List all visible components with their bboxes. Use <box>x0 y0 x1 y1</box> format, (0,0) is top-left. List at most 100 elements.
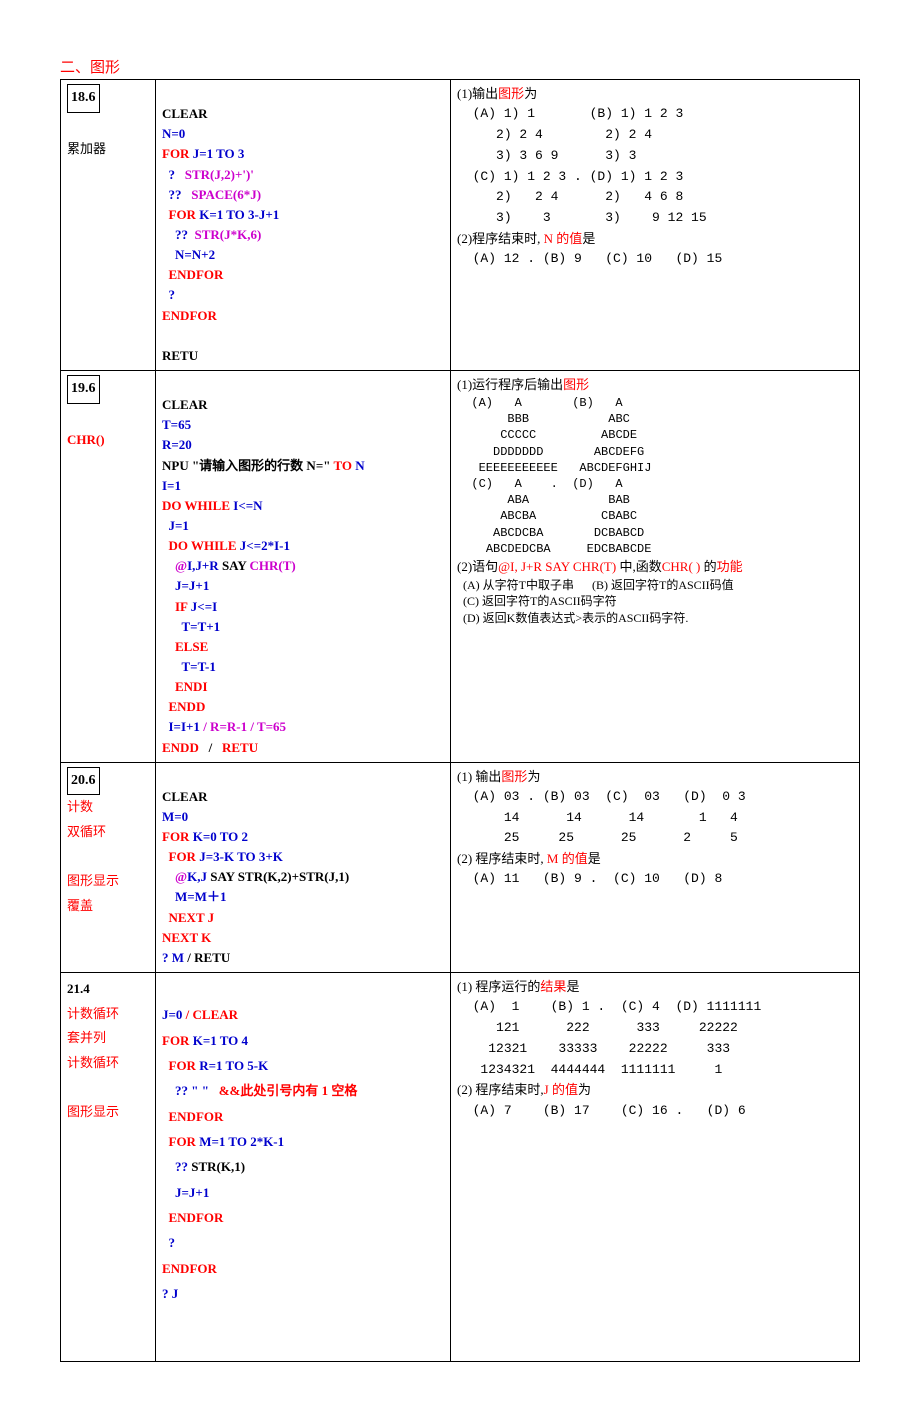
code-line: / <box>184 950 194 965</box>
code-line: K,J <box>187 869 210 884</box>
code-line: M=0 <box>162 809 188 824</box>
code-kw: TO <box>330 458 352 473</box>
label: 套并列 <box>67 1030 106 1045</box>
q2-red: 功能 <box>717 559 743 574</box>
q1-label: (1)输出 <box>457 86 498 101</box>
cell-21.4-left: 21.4 计数循环 套并列 计数循环 图形显示 <box>61 973 156 1362</box>
cell-18.6-answers: (1)输出图形为 (A) 1) 1 (B) 1) 1 2 3 2) 2 4 2)… <box>451 80 860 371</box>
q2-label: (2) 程序结束时, <box>457 851 547 866</box>
code-line: I=1 <box>162 478 181 493</box>
code-fn: CHR(T) <box>250 558 296 573</box>
label: 累加器 <box>67 141 106 156</box>
code-kw: DO WHILE <box>162 498 230 513</box>
code-line: ?? <box>162 227 195 242</box>
code-fn: SPACE(6*J) <box>191 187 261 202</box>
code-kw: ENDFOR <box>162 1109 223 1124</box>
code-line: M=1 TO 2*K-1 <box>196 1134 284 1149</box>
code-line: CLEAR <box>162 789 208 804</box>
label: 图形显示 <box>67 1104 119 1119</box>
q1-red: 图形 <box>501 769 527 784</box>
label: 双循环 <box>67 824 106 839</box>
code-line: CLEAR <box>162 106 208 121</box>
code-line: RETU <box>162 348 198 363</box>
q2-options: (A) 从字符T中取子串 (B) 返回字符T的ASCII码值 (C) 返回字符T… <box>457 577 853 626</box>
q1-suffix: 是 <box>566 979 579 994</box>
label: 图形显示 <box>67 873 119 888</box>
code-fn: @ <box>162 558 187 573</box>
code-kw: NEXT K <box>162 930 211 945</box>
code-kw: ENDFOR <box>162 1210 223 1225</box>
code-line: SAY STR(K,2)+STR(J,1) <box>210 869 349 884</box>
code-kw: IF <box>162 599 188 614</box>
q2-red: N 的值 <box>544 231 583 246</box>
code-line: J=0 <box>162 1007 186 1022</box>
label-chr: CHR() <box>67 432 105 447</box>
code-kw: ENDD <box>162 740 199 755</box>
code-line: ? J <box>162 1286 178 1301</box>
problems-table: 18.6 累加器 CLEAR N=0 FOR J=1 TO 3 ? STR(J,… <box>60 79 860 1362</box>
cell-19.6-left: 19.6 CHR() <box>61 370 156 762</box>
code-line: NPU <box>162 458 192 473</box>
q2-suffix: 是 <box>588 851 601 866</box>
q2-code2: CHR( ) <box>662 559 701 574</box>
code-line: M=M＋1 <box>162 889 226 904</box>
q1-suffix: 为 <box>527 769 540 784</box>
q1-red: 结果 <box>540 979 566 994</box>
code-line: ? <box>162 287 175 302</box>
q1-options: (A) 1) 1 (B) 1) 1 2 3 2) 2 4 2) 2 4 3) 3… <box>457 104 853 229</box>
cell-19.6-answers: (1)运行程序后输出图形 (A) A (B) A BBB ABC CCCCC A… <box>451 370 860 762</box>
code-kw: CLEAR <box>193 1007 239 1022</box>
q1-red: 图形 <box>563 377 589 392</box>
code-fn: @ <box>162 869 187 884</box>
code-line: J<=I <box>188 599 218 614</box>
code-line: I=I+1 <box>162 719 203 734</box>
q2-mid: 中,函数 <box>616 559 662 574</box>
q2-options: (A) 12 . (B) 9 (C) 10 (D) 15 <box>457 249 853 270</box>
code-line: ?? <box>162 1159 191 1174</box>
q1-suffix: 为 <box>524 86 537 101</box>
code-line: ?? " " <box>162 1083 219 1098</box>
code-line: I<=N <box>230 498 263 513</box>
code-line: ?? <box>162 187 191 202</box>
code-kw: FOR <box>162 1033 189 1048</box>
code-line: T=T+1 <box>162 619 220 634</box>
code-kw: ENDI <box>162 679 208 694</box>
code-kw: ENDFOR <box>162 267 223 282</box>
code-line: SAY <box>222 558 250 573</box>
code-kw: FOR <box>162 829 189 844</box>
code-line: ? <box>162 1235 175 1250</box>
code-kw: FOR <box>162 1134 196 1149</box>
code-line: J=1 TO 3 <box>189 146 244 161</box>
label: 计数循环 <box>67 1006 119 1021</box>
code-kw: FOR <box>162 207 196 222</box>
qnum-20.6: 20.6 <box>67 767 100 796</box>
code-kw: DO WHILE <box>162 538 237 553</box>
q2-code: @I, J+R SAY CHR(T) <box>498 559 616 574</box>
q1-label: (1)运行程序后输出 <box>457 377 563 392</box>
cell-20.6-left: 20.6 计数 双循环 图形显示 覆盖 <box>61 762 156 972</box>
code-line: ? <box>162 167 185 182</box>
code-line: K=0 TO 2 <box>189 829 248 844</box>
q2-options: (A) 7 (B) 17 (C) 16 . (D) 6 <box>457 1101 853 1122</box>
label: 计数循环 <box>67 1055 119 1070</box>
section-title: 二、图形 <box>60 56 860 77</box>
code-kw: FOR <box>162 849 196 864</box>
code-line: / <box>186 1007 193 1022</box>
cell-20.6-code: CLEAR M=0 FOR K=0 TO 2 FOR J=3-K TO 3+K … <box>156 762 451 972</box>
code-kw: RETU <box>222 740 258 755</box>
q1-options: (A) 1 (B) 1 . (C) 4 (D) 1111111 121 222 … <box>457 997 853 1080</box>
code-line: J=3-K TO 3+K <box>196 849 283 864</box>
q2-label: (2)语句 <box>457 559 498 574</box>
code-kw: ENDD <box>162 699 205 714</box>
cell-18.6-code: CLEAR N=0 FOR J=1 TO 3 ? STR(J,2)+')' ??… <box>156 80 451 371</box>
qnum-18.6: 18.6 <box>67 84 100 113</box>
code-line: R=1 TO 5-K <box>196 1058 268 1073</box>
code-line: RETU <box>194 950 230 965</box>
q2-red: M 的值 <box>547 851 588 866</box>
qnum-21.4: 21.4 <box>67 981 90 996</box>
q2-options: (A) 11 (B) 9 . (C) 10 (D) 8 <box>457 869 853 890</box>
q1-label: (1) 程序运行的 <box>457 979 540 994</box>
code-kw: NEXT J <box>162 910 214 925</box>
code-line: K=1 TO 3-J+1 <box>196 207 279 222</box>
code-kw: FOR <box>162 1058 196 1073</box>
